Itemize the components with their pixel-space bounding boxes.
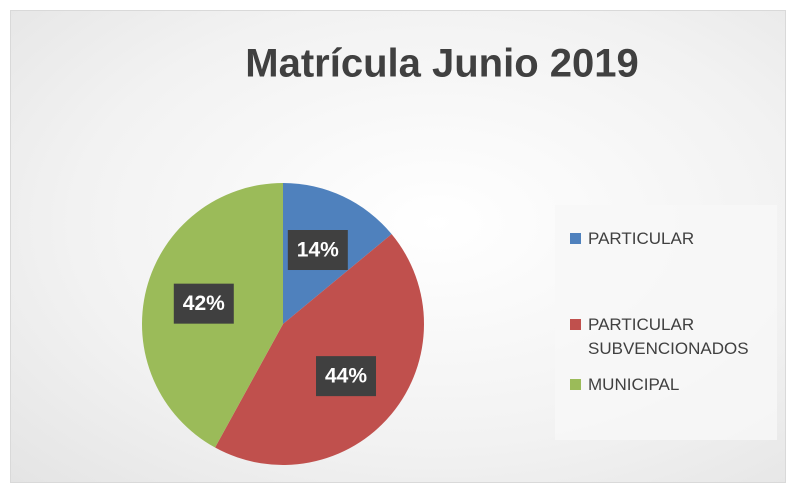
legend-swatch <box>570 319 581 330</box>
legend-swatch <box>570 233 581 244</box>
legend-label: PARTICULAR SUBVENCIONADOS <box>588 315 749 358</box>
legend-item: PARTICULAR <box>570 227 765 251</box>
legend-swatch <box>570 379 581 390</box>
legend-label: PARTICULAR <box>588 229 695 248</box>
data-label: 44% <box>325 365 367 388</box>
chart-title: Matrícula Junio 2019 <box>245 42 638 86</box>
legend-item: MUNICIPAL <box>570 373 765 397</box>
data-label-box <box>316 356 377 397</box>
data-label-box <box>173 283 234 324</box>
data-label: 42% <box>183 292 225 315</box>
pie-slice <box>215 234 424 465</box>
data-label: 14% <box>297 239 339 262</box>
legend: PARTICULAR PARTICULAR SUBVENCIONADOS MUNIC… <box>555 205 777 440</box>
data-label-box <box>287 230 348 271</box>
legend-label: MUNICIPAL <box>588 375 680 394</box>
legend-item: PARTICULAR SUBVENCIONADOS <box>570 313 765 361</box>
